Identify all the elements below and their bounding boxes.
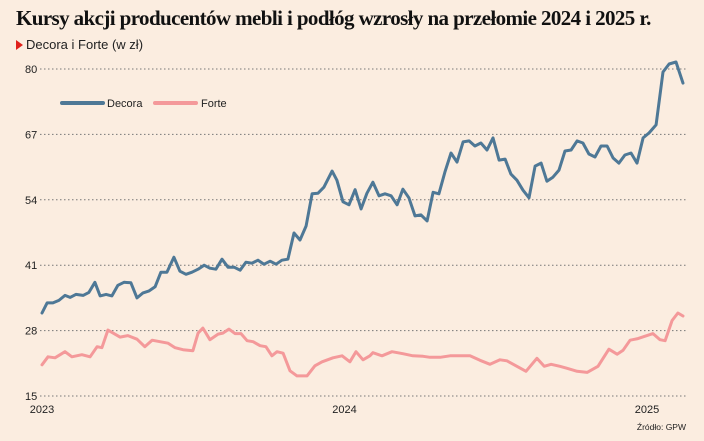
y-tick-label: 54: [25, 195, 37, 207]
source-note: Źródło: GPW: [637, 422, 686, 432]
subtitle-text: Decora i Forte (w zł): [26, 37, 144, 52]
y-tick-label: 67: [25, 129, 37, 141]
y-tick-label: 80: [25, 64, 37, 76]
x-tick-label: 2025: [635, 404, 659, 416]
y-tick-label: 28: [25, 326, 37, 338]
legend-label-forte: Forte: [201, 98, 227, 110]
x-tick-label: 2024: [332, 404, 356, 416]
y-tick-label: 41: [25, 260, 37, 272]
red-triangle-icon: [16, 40, 23, 50]
series-line-forte: [40, 311, 685, 378]
x-tick-label: 2023: [30, 404, 54, 416]
y-tick-label: 15: [25, 391, 37, 403]
legend-label-decora: Decora: [107, 98, 143, 110]
legend: Decora Forte: [60, 98, 227, 110]
chart-title: Kursy akcji producentów mebli i podłóg w…: [16, 6, 651, 30]
chart-subtitle: Decora i Forte (w zł): [16, 37, 143, 52]
